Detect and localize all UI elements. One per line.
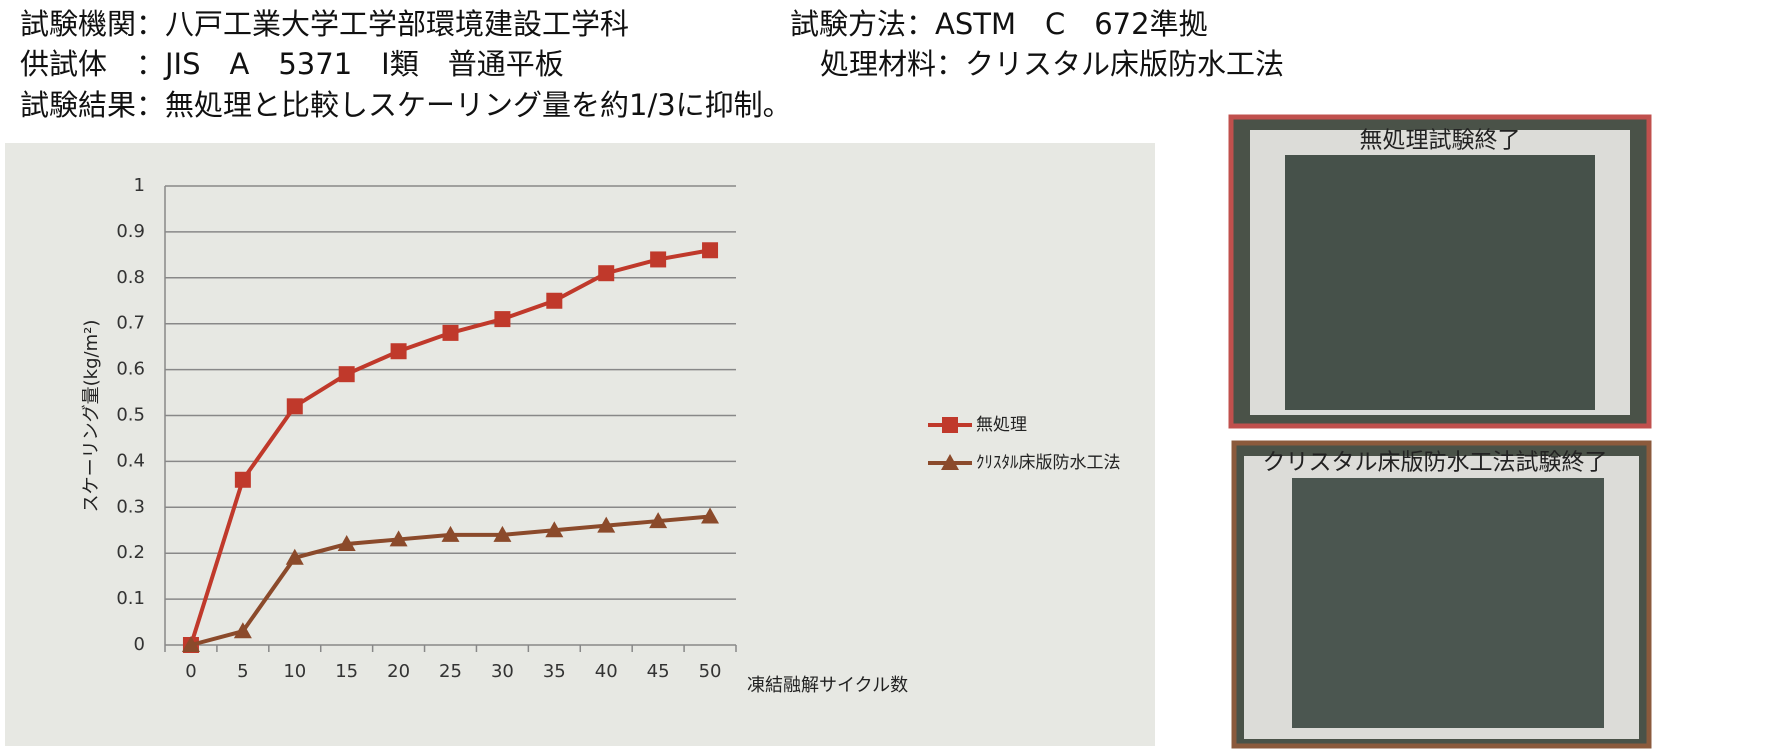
marker	[494, 311, 511, 328]
x-tick-label: 35	[543, 661, 566, 682]
x-tick-label: 25	[439, 661, 462, 682]
x-tick-label: 10	[283, 661, 306, 682]
marker	[389, 530, 408, 547]
photo-surface	[1292, 478, 1604, 728]
y-tick-label: 0.7	[116, 313, 145, 334]
marker	[546, 292, 563, 309]
marker	[701, 507, 720, 524]
y-tick-label: 0.4	[116, 450, 145, 471]
marker	[285, 548, 304, 565]
marker	[234, 471, 251, 488]
y-tick-label: 0.9	[116, 221, 145, 242]
x-tick-label: 50	[699, 661, 722, 682]
x-tick-label: 5	[237, 661, 248, 682]
marker	[597, 516, 616, 533]
photo-caption: クリスタル床版防水工法試験終了	[1263, 450, 1608, 476]
x-tick-label: 20	[387, 661, 410, 682]
legend-label: 無処理	[976, 415, 1027, 435]
header-line: 処理材料：クリスタル床版防水工法	[820, 47, 1284, 81]
x-tick-label: 40	[595, 661, 618, 682]
marker	[702, 242, 719, 259]
x-tick-label: 30	[491, 661, 514, 682]
chart-background	[5, 143, 1155, 746]
y-tick-label: 0.5	[116, 405, 145, 426]
y-axis-label: スケーリング量(kg/m²)	[81, 320, 102, 513]
header-line: 試験結果：無処理と比較しスケーリング量を約1/3に抑制。	[20, 88, 792, 122]
header-line: 試験方法：ASTM C 672準拠	[790, 7, 1208, 41]
photo-surface	[1285, 155, 1595, 410]
marker	[390, 343, 407, 360]
x-tick-label: 45	[647, 661, 670, 682]
header-line: 供試体 ：JIS A 5371 Ⅰ類 普通平板	[20, 47, 564, 81]
y-tick-label: 0.6	[116, 359, 145, 380]
marker	[650, 251, 667, 268]
header-line: 試験機関：八戸工業大学工学部環境建設工学科	[20, 7, 629, 41]
marker	[442, 324, 459, 341]
y-tick-label: 0.2	[116, 542, 145, 563]
marker	[493, 525, 512, 542]
y-tick-label: 0.3	[116, 496, 145, 517]
marker	[545, 521, 564, 538]
marker	[941, 454, 959, 470]
legend-label: ｸﾘｽﾀﾙ床版防水工法	[976, 453, 1121, 473]
marker	[286, 398, 303, 415]
marker	[649, 512, 668, 529]
marker	[942, 417, 958, 433]
marker	[441, 525, 460, 542]
x-axis-label: 凍結融解サイクル数	[747, 675, 908, 696]
marker	[181, 636, 200, 652]
x-tick-label: 15	[335, 661, 358, 682]
photo-caption: 無処理試験終了	[1360, 128, 1521, 154]
y-tick-label: 0.1	[116, 588, 145, 609]
y-tick-label: 0.8	[116, 267, 145, 288]
x-tick-label: 0	[185, 661, 196, 682]
marker	[337, 535, 356, 552]
y-tick-label: 0	[134, 634, 145, 655]
y-tick-label: 1	[134, 175, 145, 196]
marker	[338, 366, 355, 383]
marker	[598, 265, 615, 282]
marker	[233, 622, 252, 639]
